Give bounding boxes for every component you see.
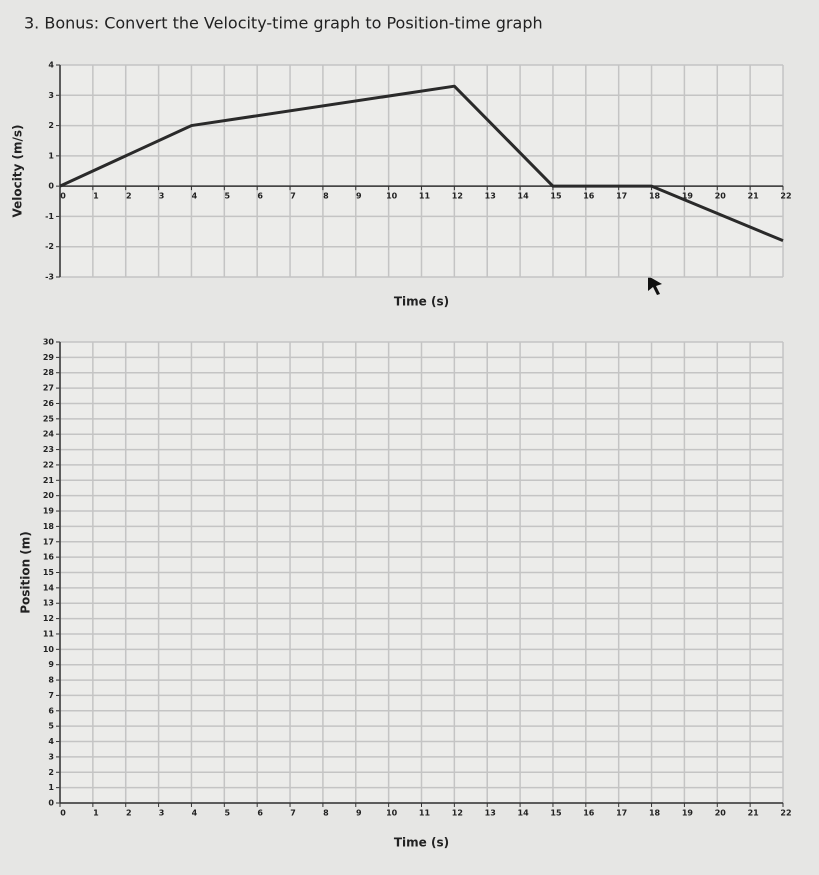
y-axis-label: Velocity (m/s) [11, 124, 25, 217]
cursor [648, 276, 662, 295]
y-tick-label: 9 [48, 660, 54, 669]
y-tick-label: 4 [48, 61, 54, 70]
y-axis-label: Position (m) [19, 531, 33, 614]
y-tick-label: 30 [43, 338, 55, 347]
x-tick-label: 15 [550, 809, 562, 818]
x-tick-label: 7 [290, 192, 296, 201]
x-tick-label: 4 [192, 192, 198, 201]
x-tick-label: 18 [649, 809, 661, 818]
x-tick-label: 10 [386, 192, 398, 201]
y-tick-label: 27 [43, 384, 54, 393]
x-tick-label: 0 [60, 192, 66, 201]
x-tick-label: 2 [126, 809, 132, 818]
x-tick-label: 9 [356, 809, 362, 818]
y-tick-label: 11 [43, 629, 55, 638]
y-tick-label: 18 [43, 522, 55, 531]
x-tick-label: 3 [159, 192, 165, 201]
x-tick-label: 8 [323, 192, 329, 201]
x-tick-label: 6 [257, 192, 263, 201]
velocity-line [59, 84, 784, 243]
x-tick-label: 10 [386, 809, 398, 818]
x-tick-label: 5 [225, 809, 231, 818]
y-tick-label: 6 [48, 706, 54, 715]
x-tick-label: 13 [485, 192, 496, 201]
y-tick-label: 17 [43, 537, 54, 546]
y-tick-label: 8 [48, 676, 54, 685]
page-title: 3. Bonus: Convert the Velocity-time grap… [24, 14, 543, 33]
y-tick-label: 21 [43, 476, 55, 485]
y-tick-label: 2 [48, 121, 54, 130]
x-tick-label: 21 [748, 192, 760, 201]
x-tick-label: 5 [225, 192, 231, 201]
y-tick-label: 2 [48, 768, 54, 777]
x-tick-label: 17 [616, 192, 627, 201]
x-tick-label: 16 [583, 809, 595, 818]
y-tick-label: 1 [48, 783, 54, 792]
x-axis-label: Time (s) [394, 295, 449, 309]
x-tick-label: 11 [419, 192, 431, 201]
x-tick-label: 7 [290, 809, 296, 818]
y-tick-label: 14 [43, 583, 55, 592]
y-tick-label: 12 [43, 614, 54, 623]
y-tick-label: 10 [43, 645, 55, 654]
x-tick-label: 13 [485, 809, 496, 818]
y-tick-label: -3 [45, 273, 54, 282]
x-tick-label: 19 [682, 192, 694, 201]
y-tick-label: 4 [48, 737, 54, 746]
y-tick-label: 16 [43, 553, 55, 562]
y-tick-label: 13 [43, 599, 54, 608]
y-tick-label: -2 [45, 242, 54, 251]
x-tick-label: 12 [452, 192, 463, 201]
y-tick-label: 3 [48, 91, 54, 100]
x-tick-label: 12 [452, 809, 463, 818]
y-tick-label: 0 [48, 799, 54, 808]
y-tick-label: 24 [43, 430, 55, 439]
x-tick-label: 20 [715, 192, 727, 201]
x-tick-label: 0 [60, 809, 66, 818]
x-tick-label: 3 [159, 809, 165, 818]
y-tick-label: 7 [48, 691, 54, 700]
y-tick-label: 1 [48, 151, 54, 160]
x-tick-label: 19 [682, 809, 694, 818]
x-tick-label: 15 [550, 192, 562, 201]
y-tick-label: 26 [43, 399, 55, 408]
x-tick-label: 17 [616, 809, 627, 818]
x-tick-label: 20 [715, 809, 727, 818]
x-tick-label: 4 [192, 809, 198, 818]
x-tick-label: 6 [257, 809, 263, 818]
x-tick-label: 1 [93, 192, 99, 201]
y-tick-label: 0 [48, 182, 54, 191]
y-tick-label: 29 [43, 353, 55, 362]
y-tick-label: 15 [43, 568, 55, 577]
x-tick-label: 21 [748, 809, 760, 818]
x-tick-label: 18 [649, 192, 661, 201]
y-tick-label: 22 [43, 460, 54, 469]
x-tick-label: 9 [356, 192, 362, 201]
x-tick-label: 14 [518, 192, 530, 201]
y-tick-label: 19 [43, 507, 55, 516]
y-tick-label: 20 [43, 491, 55, 500]
x-tick-label: 1 [93, 809, 99, 818]
y-tick-label: 23 [43, 445, 54, 454]
x-tick-label: 22 [780, 809, 791, 818]
y-tick-label: 3 [48, 752, 54, 761]
x-tick-label: 22 [780, 192, 791, 201]
y-tick-label: 28 [43, 368, 55, 377]
x-tick-label: 2 [126, 192, 132, 201]
x-axis-label: Time (s) [394, 836, 449, 850]
x-tick-label: 16 [583, 192, 595, 201]
x-tick-label: 8 [323, 809, 329, 818]
x-tick-label: 14 [518, 809, 530, 818]
y-tick-label: 25 [43, 414, 55, 423]
y-tick-label: -1 [45, 212, 54, 221]
x-tick-label: 11 [419, 809, 431, 818]
y-tick-label: 5 [48, 722, 54, 731]
